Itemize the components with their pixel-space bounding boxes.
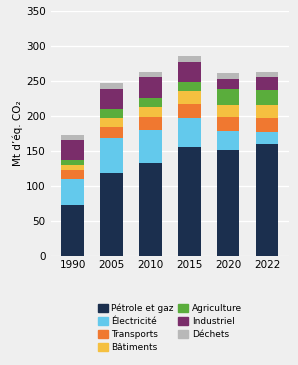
- Bar: [61, 170, 84, 178]
- Bar: [100, 127, 123, 138]
- Legend: Pétrole et gaz, Électricité, Transports, Bâtiments, Agriculture, Industriel, Déc: Pétrole et gaz, Électricité, Transports,…: [96, 301, 244, 354]
- Bar: [256, 105, 278, 118]
- Y-axis label: Mt d’éq. CO₂: Mt d’éq. CO₂: [13, 100, 23, 166]
- Bar: [178, 147, 201, 255]
- Bar: [178, 91, 201, 104]
- Bar: [100, 83, 123, 89]
- Bar: [217, 150, 239, 256]
- Bar: [178, 104, 201, 118]
- Bar: [256, 118, 278, 132]
- Bar: [139, 72, 162, 77]
- Bar: [178, 81, 201, 91]
- Bar: [217, 73, 239, 79]
- Bar: [178, 56, 201, 62]
- Bar: [178, 62, 201, 81]
- Bar: [256, 72, 278, 77]
- Bar: [139, 107, 162, 117]
- Bar: [217, 105, 239, 117]
- Bar: [217, 79, 239, 89]
- Bar: [256, 77, 278, 90]
- Bar: [178, 118, 201, 147]
- Bar: [61, 135, 84, 140]
- Bar: [139, 98, 162, 107]
- Bar: [217, 89, 239, 105]
- Bar: [100, 118, 123, 127]
- Bar: [100, 138, 123, 173]
- Bar: [139, 130, 162, 163]
- Bar: [256, 132, 278, 145]
- Bar: [256, 145, 278, 256]
- Bar: [61, 160, 84, 165]
- Bar: [217, 131, 239, 150]
- Bar: [100, 173, 123, 256]
- Bar: [217, 117, 239, 131]
- Bar: [100, 89, 123, 109]
- Bar: [61, 140, 84, 160]
- Bar: [139, 163, 162, 256]
- Bar: [61, 178, 84, 205]
- Bar: [139, 77, 162, 98]
- Bar: [100, 109, 123, 118]
- Bar: [139, 117, 162, 130]
- Bar: [256, 90, 278, 105]
- Bar: [61, 205, 84, 256]
- Bar: [61, 165, 84, 170]
